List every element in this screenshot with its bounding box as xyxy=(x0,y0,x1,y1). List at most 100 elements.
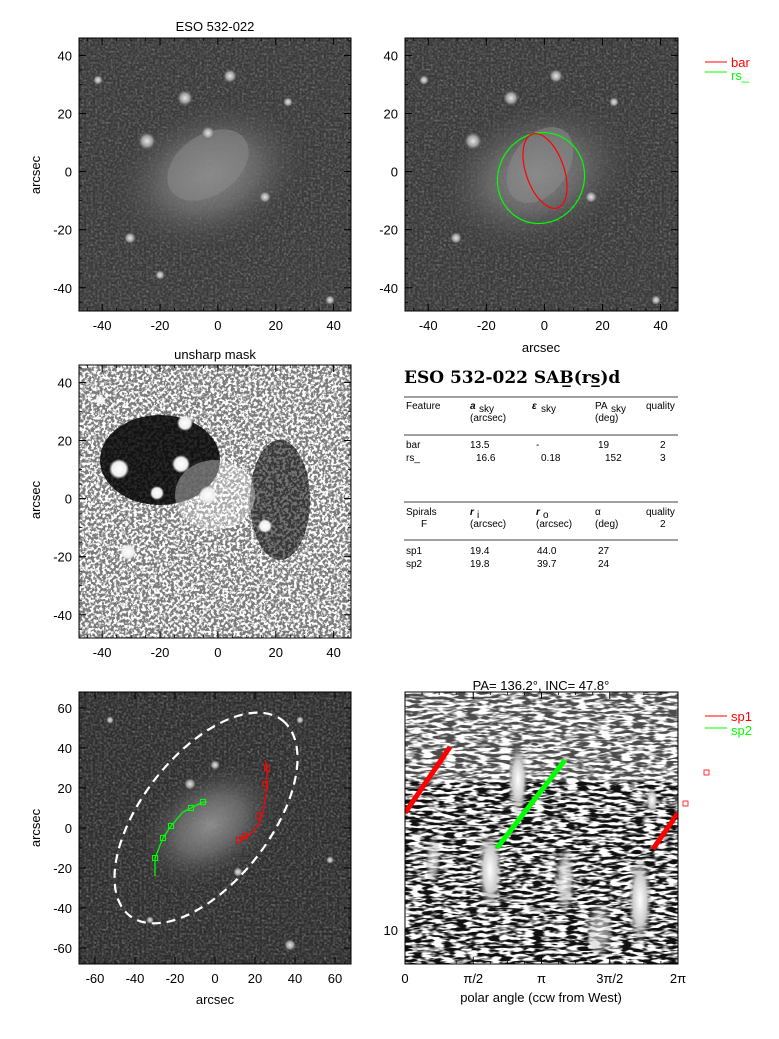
rs-ellipse xyxy=(496,131,586,225)
th-quality2: quality xyxy=(646,507,675,518)
panel-a-y-tick-label: 0 xyxy=(65,165,72,180)
th-ri: r xyxy=(470,507,475,518)
panel-a-y-tick-label: -20 xyxy=(53,223,72,238)
panel-b-x-tick-label: 20 xyxy=(595,318,609,333)
panel-e-y-tick-label: 40 xyxy=(58,741,72,756)
panel-b-y-tick-label: 20 xyxy=(384,107,398,122)
row-bar-eps: - xyxy=(536,440,539,451)
th-ro: r xyxy=(536,507,541,518)
panel-a-y-tick-label: 20 xyxy=(58,107,72,122)
marker-square xyxy=(682,800,689,807)
th-quality2-val: 2 xyxy=(660,519,666,530)
panel-c-y-tick-label: -40 xyxy=(53,608,72,623)
sp1-segment-left xyxy=(405,745,453,815)
th-pa-unit: (deg) xyxy=(595,413,618,424)
th-a: a xyxy=(470,401,476,412)
th-feature: Feature xyxy=(406,401,441,412)
th-spirals-f: F xyxy=(421,519,427,530)
panel-b-y-tick-label: 40 xyxy=(384,48,398,63)
row-rs-pa: 152 xyxy=(605,453,622,464)
panel-e-x-tick-label: -40 xyxy=(126,971,145,986)
row-rs-quality: 3 xyxy=(660,453,666,464)
panel-e-x-tick-label: 40 xyxy=(288,971,302,986)
legend-sp1: sp1 xyxy=(731,709,752,724)
panel-e-y-tick-label: 20 xyxy=(58,781,72,796)
th-ri-sub: i xyxy=(477,510,479,521)
panel-b-xlabel: arcsec xyxy=(522,340,561,355)
th-alpha: α xyxy=(595,507,601,518)
panel-c-y-tick-label: 20 xyxy=(58,434,72,449)
panel-b-x-tick-label: -20 xyxy=(477,318,496,333)
panel-b-x-tick-label: -40 xyxy=(419,318,438,333)
panel-a-y-tick-label: -40 xyxy=(53,281,72,296)
spiral-trace-2 xyxy=(238,759,268,841)
panel-e-xlabel: arcsec xyxy=(196,992,235,1007)
spiral-marker xyxy=(236,837,242,843)
panel-galaxy-image: -40 -20 0 20 40 40 20 0 -20 -40 ESO 532-022 arcse… xyxy=(28,19,352,333)
th-alpha-unit: (deg) xyxy=(595,519,618,530)
row-sp2-alpha: 24 xyxy=(598,559,610,570)
panel-a-x-tick-label: 20 xyxy=(269,318,283,333)
panel-b-y-tick-label: -40 xyxy=(379,281,398,296)
spiral-marker xyxy=(168,823,174,829)
panel-f-title: PA= 136.2°, INC= 47.8° xyxy=(473,678,610,693)
th-a-unit: (arcsec) xyxy=(470,413,506,424)
spiral-marker xyxy=(188,805,194,811)
spiral-marker xyxy=(200,799,206,805)
panel-b-x-tick-label: 0 xyxy=(541,318,548,333)
panel-f-x-tick-label: π/2 xyxy=(463,971,483,986)
panel-e-x-tick-label: -60 xyxy=(86,971,105,986)
legend-sp: sp1 sp2 xyxy=(705,709,752,738)
panel-f-x-tick-label: 3π/2 xyxy=(596,971,623,986)
legend-sp2: sp2 xyxy=(731,723,752,738)
th-quality: quality xyxy=(646,401,675,412)
th-spirals: Spirals xyxy=(406,507,437,518)
row-sp2-ri: 19.8 xyxy=(470,559,490,570)
legend-bar-rs: bar rs_ xyxy=(705,55,750,83)
panel-f-x-tick-label: 0 xyxy=(401,971,408,986)
th-ro-sub: o xyxy=(543,510,549,521)
panel-e-y-tick-label: -20 xyxy=(53,861,72,876)
row-bar-quality: 2 xyxy=(660,440,666,451)
row-rs-eps: 0.18 xyxy=(541,453,561,464)
row-sp2-name: sp2 xyxy=(406,559,423,570)
panel-c-title: unsharp mask xyxy=(174,347,256,362)
panel-a-x-tick-label: 40 xyxy=(326,318,340,333)
panel-a-x-tick-label: 0 xyxy=(214,318,221,333)
spiral-marker xyxy=(262,781,268,787)
legend-rs: rs_ xyxy=(731,68,750,83)
th-pa-sub: sky xyxy=(611,404,626,415)
panel-c-y-tick-label: 40 xyxy=(58,375,72,390)
sp1-segment-right xyxy=(650,811,678,851)
panel-c-x-tick-label: 0 xyxy=(214,645,221,660)
panel-c-x-tick-label: -40 xyxy=(93,645,112,660)
legend-bar: bar xyxy=(731,55,750,70)
spiral-trace-1 xyxy=(154,801,207,876)
th-a-sub: sky xyxy=(479,404,494,415)
marker-square xyxy=(703,769,710,776)
spiral-marker xyxy=(160,835,166,841)
panel-f-ytick: 10 xyxy=(384,923,398,938)
spiral-marker xyxy=(242,833,248,839)
panel-c-x-tick-label: -20 xyxy=(151,645,170,660)
row-sp2-ro: 39.7 xyxy=(537,559,557,570)
panel-f-xlabel: polar angle (ccw from West) xyxy=(460,990,622,1005)
row-sp1-ro: 44.0 xyxy=(537,546,557,557)
panel-c-y-tick-label: -20 xyxy=(53,550,72,565)
panel-c-y-tick-label: 0 xyxy=(65,492,72,507)
table-title: ESO 532-022 SAB̲(rs̲)d xyxy=(404,368,620,388)
panel-a-x-tick-label: -20 xyxy=(151,318,170,333)
panel-e-x-tick-label: 0 xyxy=(211,971,218,986)
panel-e-y-tick-label: 60 xyxy=(58,701,72,716)
panel-f-x-tick-label: π xyxy=(537,971,546,986)
panel-b-y-tick-label: 0 xyxy=(391,165,398,180)
panel-e-y-tick-label: -40 xyxy=(53,901,72,916)
row-bar-name: bar xyxy=(406,440,421,451)
panel-ellipse-fits: -40 -20 0 20 40 40 20 0 -20 -40 arcsec bar rs_ xyxy=(379,37,750,355)
panel-a-y-tick-label: 40 xyxy=(58,48,72,63)
row-sp1-name: sp1 xyxy=(406,546,423,557)
row-bar-a: 13.5 xyxy=(470,440,490,451)
th-pa: PA xyxy=(595,401,608,412)
row-sp1-alpha: 27 xyxy=(598,546,610,557)
